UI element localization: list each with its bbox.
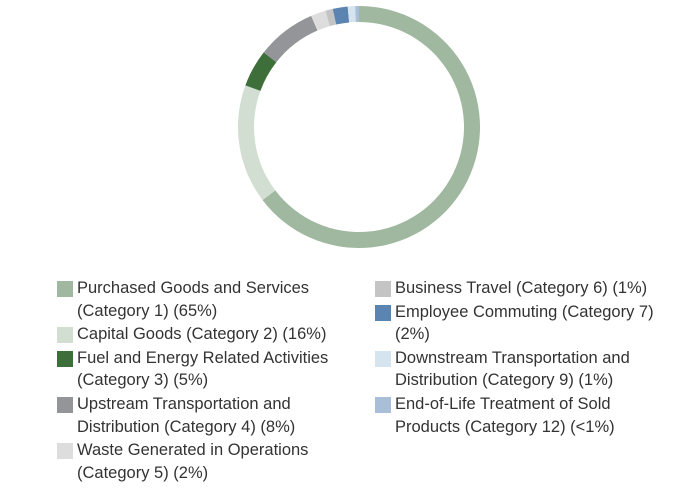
legend-column: Purchased Goods and Services (Category 1… [57,277,339,484]
legend-label: Upstream Transportation and Distribution… [77,394,296,436]
legend-item: Upstream Transportation and Distribution… [57,393,339,438]
legend-swatch [57,281,73,297]
donut-slice [347,6,356,23]
legend-item: Purchased Goods and Services (Category 1… [57,277,339,322]
donut-slice [332,6,350,25]
legend-swatch [375,396,391,413]
legend-item: Fuel and Energy Related Activities (Cate… [57,347,339,392]
legend-label: End-of-Life Treatment of Sold Products (… [395,394,615,436]
donut-slice [325,8,337,27]
legend-swatch [57,350,73,367]
legend-swatch [375,350,391,367]
donut-slice [245,52,277,91]
legend-label: Employee Commuting (Category 7) (2%) [395,302,654,344]
legend-label: Fuel and Energy Related Activities (Cate… [77,348,329,390]
legend-swatch [57,396,73,413]
legend-item: End-of-Life Treatment of Sold Products (… [375,393,665,438]
legend-label: Waste Generated in Operations (Category … [77,441,309,482]
donut-slice [263,15,318,63]
legend-label: Purchased Goods and Services (Category 1… [77,279,310,320]
legend-item: Employee Commuting (Category 7) (2%) [375,301,665,346]
legend-label: Capital Goods (Category 2) (16%) [77,325,327,344]
legend-item: Business Travel (Category 6) (1%) [375,277,665,300]
legend-item: Downstream Transportation and Distributi… [375,347,665,392]
legend-swatch [375,281,391,297]
legend-label: Business Travel (Category 6) (1%) [395,279,648,297]
legend-swatch [57,443,73,460]
legend-item: Capital Goods (Category 2) (16%) [57,323,339,346]
donut-slice [311,10,330,31]
donut-slice [355,6,359,23]
legend-column: Business Travel (Category 6) (1%) Employe… [375,277,665,438]
legend-label: Downstream Transportation and Distributi… [395,348,630,390]
legend-item: Waste Generated in Operations (Category … [57,439,339,484]
legend-swatch [375,304,391,321]
donut-slice [238,85,276,201]
donut-chart [238,6,480,249]
legend-swatch [57,327,73,344]
